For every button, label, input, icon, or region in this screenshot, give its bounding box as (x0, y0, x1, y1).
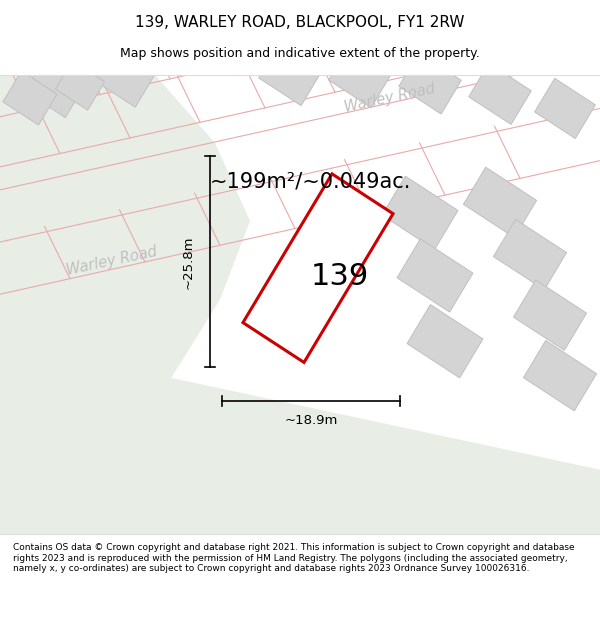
Polygon shape (535, 78, 595, 139)
Text: 139, WARLEY ROAD, BLACKPOOL, FY1 2RW: 139, WARLEY ROAD, BLACKPOOL, FY1 2RW (135, 15, 465, 30)
Text: ~25.8m: ~25.8m (182, 235, 194, 289)
Polygon shape (0, 75, 250, 534)
Polygon shape (397, 239, 473, 312)
Polygon shape (0, 341, 600, 534)
Polygon shape (493, 219, 566, 290)
Text: Contains OS data © Crown copyright and database right 2021. This information is : Contains OS data © Crown copyright and d… (13, 543, 575, 573)
Text: ~199m²/~0.049ac.: ~199m²/~0.049ac. (210, 171, 412, 191)
Polygon shape (463, 167, 536, 238)
Polygon shape (514, 280, 587, 351)
Text: Warley Road: Warley Road (343, 81, 437, 115)
Text: Map shows position and indicative extent of the property.: Map shows position and indicative extent… (120, 48, 480, 61)
Polygon shape (329, 46, 391, 108)
Polygon shape (399, 52, 461, 114)
Polygon shape (3, 71, 57, 125)
Polygon shape (55, 61, 104, 110)
Text: 139: 139 (311, 262, 369, 291)
Polygon shape (469, 63, 531, 124)
Polygon shape (523, 341, 596, 411)
Polygon shape (243, 174, 393, 362)
Polygon shape (382, 176, 458, 249)
Polygon shape (25, 58, 85, 118)
Text: ~18.9m: ~18.9m (284, 414, 338, 427)
Polygon shape (259, 44, 321, 106)
Polygon shape (407, 304, 483, 378)
Polygon shape (95, 47, 155, 108)
Text: Warley Road: Warley Road (65, 244, 159, 278)
Polygon shape (0, 75, 600, 534)
